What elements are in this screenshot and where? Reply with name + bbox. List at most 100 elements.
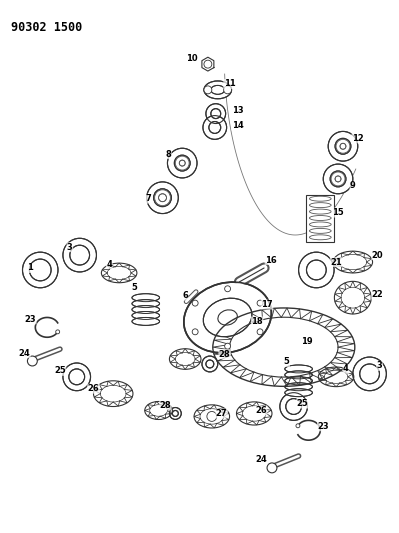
Ellipse shape [213, 308, 355, 386]
Text: 3: 3 [377, 361, 382, 370]
Text: 24: 24 [255, 456, 267, 464]
Text: 15: 15 [332, 208, 344, 217]
Circle shape [69, 369, 85, 385]
Circle shape [174, 155, 190, 171]
Text: 1: 1 [28, 263, 34, 272]
Circle shape [323, 164, 353, 194]
Ellipse shape [145, 401, 172, 419]
Circle shape [298, 252, 334, 288]
Ellipse shape [211, 85, 225, 94]
Polygon shape [202, 57, 214, 71]
Circle shape [203, 116, 227, 139]
Text: 13: 13 [232, 106, 243, 115]
Circle shape [328, 132, 358, 161]
Text: 28: 28 [160, 401, 171, 410]
Text: 23: 23 [318, 422, 329, 431]
Circle shape [353, 357, 386, 391]
Text: 19: 19 [301, 337, 312, 346]
Text: 12: 12 [352, 134, 363, 143]
Circle shape [204, 86, 212, 94]
Circle shape [209, 122, 221, 133]
Text: 26: 26 [255, 406, 267, 415]
Circle shape [202, 356, 218, 372]
Ellipse shape [285, 383, 312, 391]
Ellipse shape [285, 389, 312, 397]
Ellipse shape [334, 281, 371, 314]
Circle shape [147, 182, 178, 214]
Bar [306, 195, 334, 243]
Text: 7: 7 [146, 194, 152, 203]
Ellipse shape [203, 298, 252, 337]
Text: 5: 5 [284, 358, 290, 367]
Circle shape [192, 329, 198, 335]
Text: 17: 17 [261, 300, 273, 309]
Circle shape [192, 300, 198, 306]
Text: 25: 25 [297, 399, 308, 408]
Circle shape [170, 408, 181, 419]
Circle shape [225, 286, 231, 292]
Circle shape [175, 156, 189, 170]
Circle shape [331, 172, 345, 186]
Circle shape [296, 424, 300, 428]
Circle shape [211, 109, 221, 118]
Circle shape [257, 329, 263, 335]
Text: 6: 6 [182, 291, 188, 300]
Text: 9: 9 [350, 181, 356, 190]
Text: 16: 16 [265, 255, 277, 264]
Text: 4: 4 [107, 260, 112, 269]
Text: 4: 4 [343, 365, 349, 374]
Circle shape [168, 148, 197, 178]
Circle shape [286, 399, 302, 415]
Circle shape [335, 139, 351, 154]
Circle shape [206, 360, 214, 368]
Circle shape [360, 364, 379, 384]
Circle shape [335, 176, 341, 182]
Circle shape [330, 171, 346, 187]
Circle shape [22, 252, 58, 288]
Text: 27: 27 [216, 409, 227, 418]
Ellipse shape [170, 349, 201, 369]
Circle shape [158, 194, 166, 201]
Circle shape [206, 104, 225, 124]
Circle shape [336, 139, 350, 153]
Ellipse shape [204, 81, 231, 99]
Circle shape [155, 190, 170, 206]
Text: 5: 5 [131, 283, 137, 292]
Circle shape [225, 343, 231, 349]
Ellipse shape [194, 405, 229, 428]
Ellipse shape [132, 318, 160, 325]
Text: 23: 23 [25, 315, 36, 324]
Circle shape [63, 363, 91, 391]
Text: 28: 28 [219, 350, 231, 359]
Text: 21: 21 [330, 257, 342, 266]
Ellipse shape [333, 251, 373, 273]
Ellipse shape [101, 263, 137, 282]
Circle shape [70, 245, 89, 265]
Circle shape [179, 160, 185, 166]
Text: 11: 11 [224, 79, 235, 88]
Circle shape [340, 143, 346, 149]
Ellipse shape [132, 311, 160, 319]
Text: 26: 26 [88, 384, 99, 393]
Text: 14: 14 [231, 121, 243, 130]
Text: 8: 8 [166, 150, 171, 159]
Circle shape [306, 260, 326, 280]
Ellipse shape [318, 367, 354, 386]
Circle shape [28, 356, 37, 366]
Ellipse shape [184, 282, 271, 353]
Text: 22: 22 [371, 290, 383, 299]
Circle shape [280, 393, 308, 421]
Text: 10: 10 [186, 54, 198, 63]
Circle shape [30, 259, 51, 281]
Ellipse shape [93, 381, 133, 407]
Circle shape [267, 463, 277, 473]
Ellipse shape [285, 371, 312, 379]
Text: 25: 25 [54, 366, 66, 375]
Ellipse shape [132, 305, 160, 313]
Circle shape [172, 410, 178, 416]
Text: 18: 18 [251, 317, 263, 326]
Circle shape [204, 60, 212, 68]
Ellipse shape [285, 377, 312, 385]
Text: 90302 1500: 90302 1500 [11, 21, 82, 34]
Circle shape [207, 411, 217, 422]
